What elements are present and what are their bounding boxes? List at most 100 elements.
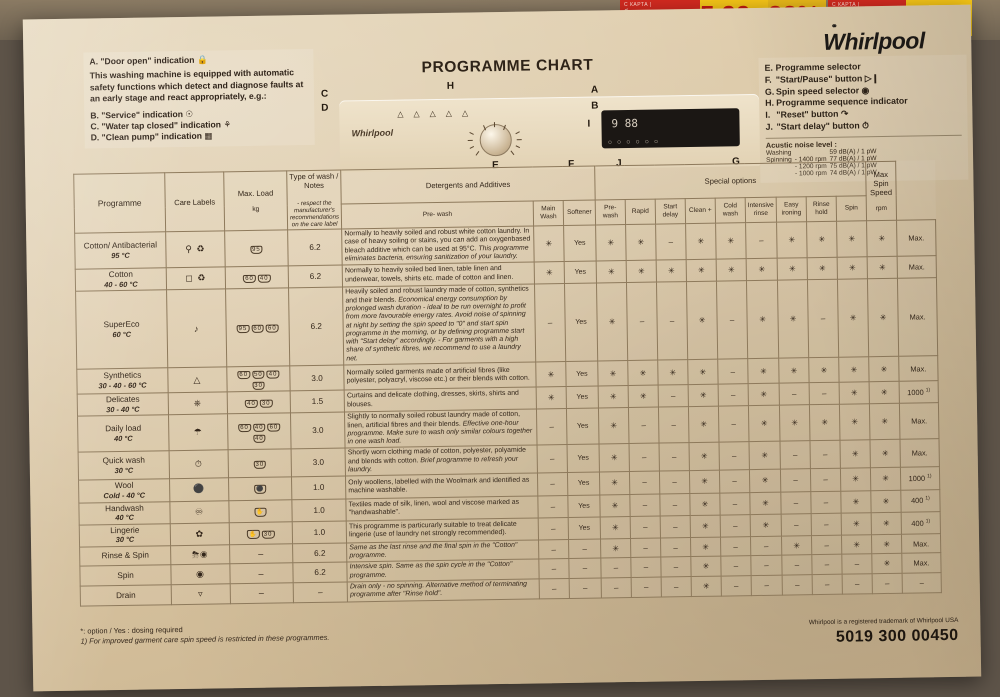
cell-opt-mainwash-det: Yes bbox=[567, 494, 601, 518]
cell-description: Curtains and delicate clothing, dresses,… bbox=[344, 387, 537, 413]
cell-care-icons: ✿ bbox=[170, 522, 230, 546]
col-max-spin-unit: rpm bbox=[875, 204, 888, 213]
description-italic: Same as the last rinse and the final spi… bbox=[349, 541, 518, 560]
col-care-labels: Care Labels bbox=[164, 171, 225, 232]
cell-programme: Spin bbox=[79, 565, 172, 587]
cell-opt-start-delay: ✳ bbox=[688, 384, 719, 407]
cell-opt-easy-ironing: – bbox=[812, 574, 843, 595]
cell-care-icons: ▿ bbox=[171, 583, 231, 605]
cell-opt-prewash-det: – bbox=[537, 472, 568, 496]
cell-opt-rinse-hold: ✳ bbox=[841, 534, 872, 555]
cell-max-load: 1.0 bbox=[291, 476, 347, 500]
safety-paragraph: This washing machine is equipped with au… bbox=[89, 67, 304, 104]
cell-description: Normally to heavily soiled and robust wh… bbox=[341, 225, 535, 266]
cell-care-icons: ⎈ bbox=[168, 391, 228, 415]
cell-max-load: 6.2 bbox=[292, 542, 348, 564]
col-mainwash-det: Main Wash bbox=[533, 200, 564, 226]
trademark-notice: Whirlpool is a registered trademark of W… bbox=[808, 616, 959, 627]
cell-description: Slightly to normally soiled robust laund… bbox=[344, 409, 538, 449]
cell-care-labels: ✋ 30 bbox=[229, 521, 293, 545]
cell-care-labels: 60 40 6040 bbox=[227, 413, 292, 451]
programme-temp: 30 °C bbox=[114, 465, 134, 475]
care-bleach-dry-icons: ⚲ ♻ bbox=[185, 243, 206, 255]
callout-B: B bbox=[591, 100, 599, 112]
care-label-dash: – bbox=[258, 588, 265, 599]
legend-list: E. Programme selector F. "Start/Pause" but… bbox=[765, 60, 962, 134]
callout-I: I bbox=[587, 118, 591, 130]
cell-opt-prewash-det: ✳ bbox=[534, 261, 565, 285]
cell-opt-mainwash-det: Yes bbox=[567, 472, 600, 495]
cell-programme: Drain bbox=[80, 584, 172, 606]
cell-opt-cold-wash: – bbox=[750, 555, 783, 576]
cell-opt-softener: ✳ bbox=[600, 538, 631, 559]
cell-opt-intensive-rinse: ✳ bbox=[778, 357, 810, 384]
cell-description: Heavily soiled and robust laundry made o… bbox=[342, 284, 536, 366]
lingerie-icon: ✿ bbox=[195, 528, 205, 539]
cell-opt-clean-plus: ✳ bbox=[715, 222, 747, 260]
cell-max-load: 6.2 bbox=[292, 562, 348, 583]
cell-opt-clean-plus: – bbox=[718, 383, 749, 407]
programme-temp: 40 °C bbox=[114, 433, 133, 443]
legend-key: E. bbox=[764, 62, 774, 73]
cell-care-labels: 40 30 bbox=[227, 390, 291, 415]
description-text: Curtains and delicate clothing, dresses,… bbox=[346, 390, 519, 409]
cell-opt-start-delay: ✳ bbox=[687, 359, 719, 385]
cell-care-labels: – bbox=[230, 582, 294, 604]
callout-H: H bbox=[446, 80, 455, 92]
footnote-marker: 1) bbox=[925, 517, 931, 524]
cell-max-load: 1.0 bbox=[292, 520, 347, 544]
cell-opt-mainwash-det: Yes bbox=[564, 261, 597, 284]
note-a-line: A. "Door open" indication 🔒 bbox=[89, 53, 307, 68]
programme-name: Wool bbox=[114, 481, 134, 491]
cell-max-spin: Max. bbox=[897, 255, 937, 279]
col-opt-clean-plus: Clean + bbox=[685, 198, 716, 224]
whirlpool-logo: ⚭ Whirlpool bbox=[823, 22, 925, 56]
care-label-tag: 60 bbox=[243, 275, 256, 284]
legend-text: "Start delay" button bbox=[776, 120, 860, 132]
cell-max-spin: – bbox=[902, 572, 942, 593]
description-text: Textiles made of silk, linen, wool and v… bbox=[348, 498, 520, 517]
programme-name: Rinse & Spin bbox=[101, 550, 149, 561]
legend-text: Spin speed selector bbox=[775, 84, 860, 97]
cell-opt-easy-ironing: – bbox=[809, 382, 840, 405]
legend-key: G. bbox=[764, 86, 775, 97]
cell-care-labels: 95 bbox=[224, 229, 289, 268]
note-a-text: "Door open" indication bbox=[100, 54, 195, 67]
description-italic: Intensive spin. Same as the spin cycle i… bbox=[349, 561, 513, 580]
programme-name: Handwash bbox=[105, 503, 144, 513]
cell-opt-cold-wash: – bbox=[750, 536, 782, 557]
cell-opt-cold-wash: – bbox=[745, 222, 778, 259]
programme-temp: 30 - 40 - 60 °C bbox=[98, 380, 147, 391]
display-option-icons: ○○○○○○ bbox=[607, 138, 664, 147]
clock-icon: ⏱ bbox=[862, 120, 870, 131]
page-title: PROGRAMME CHART bbox=[421, 56, 594, 77]
table-row: SuperEco 60 °C ♪ 95 60 60 6.2 Heavily soiled an… bbox=[75, 278, 938, 370]
cell-opt-mainwash-det: – bbox=[568, 538, 601, 559]
cell-opt-prewash: – bbox=[628, 407, 659, 444]
cell-max-load: 1.0 bbox=[291, 498, 347, 522]
cell-opt-prewash-det: – bbox=[537, 444, 568, 474]
cell-opt-rapid: – bbox=[658, 442, 690, 472]
cell-opt-start-delay: ✳ bbox=[689, 492, 721, 516]
care-label-tag: 40 bbox=[245, 399, 258, 409]
cell-care-labels: 60 40 bbox=[225, 266, 289, 290]
programme-name: SuperEco bbox=[103, 319, 140, 330]
callout-C: C bbox=[320, 88, 329, 100]
cell-opt-prewash: – bbox=[631, 577, 662, 598]
programme-temp: 30 °C bbox=[115, 535, 135, 545]
cell-opt-spin: ✳ bbox=[868, 356, 900, 382]
col-opt-intensive-rinse: Intensive rinse bbox=[745, 197, 777, 223]
cell-max-load: 3.0 bbox=[291, 448, 346, 478]
cell-max-spin: Max. bbox=[896, 219, 937, 257]
cell-description: Normally to heavily soiled bed linen, ta… bbox=[342, 262, 535, 288]
cell-opt-prewash-det: – bbox=[536, 408, 567, 446]
cell-opt-cold-wash: ✳ bbox=[746, 280, 779, 359]
cell-opt-softener: ✳ bbox=[599, 494, 631, 517]
cell-opt-easy-ironing: ✳ bbox=[809, 404, 840, 442]
col-max-load-unit: kg bbox=[252, 205, 260, 213]
col-opt-start-delay: Start delay bbox=[655, 198, 686, 225]
note-d-key: D. bbox=[90, 132, 100, 143]
eco-icon: ♪ bbox=[193, 323, 200, 334]
cell-opt-intensive-rinse: – bbox=[781, 513, 812, 537]
